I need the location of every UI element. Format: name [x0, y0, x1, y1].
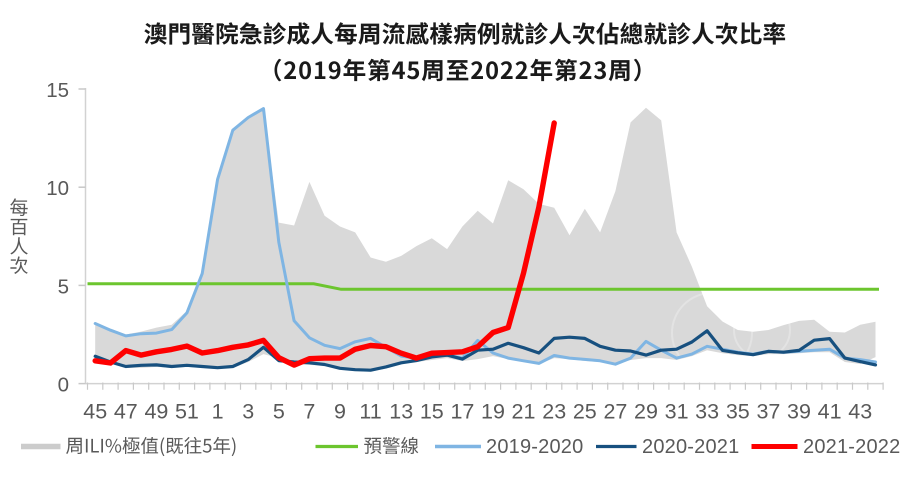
svg-text:49: 49: [144, 400, 168, 424]
svg-text:47: 47: [114, 400, 138, 424]
svg-text:37: 37: [756, 400, 780, 424]
svg-text:9: 9: [334, 400, 346, 424]
svg-text:2019-2020: 2019-2020: [486, 436, 583, 458]
svg-text:5: 5: [273, 400, 285, 424]
svg-text:27: 27: [603, 400, 627, 424]
svg-text:29: 29: [634, 400, 658, 424]
svg-text:25: 25: [573, 400, 597, 424]
svg-text:15: 15: [420, 400, 444, 424]
svg-text:31: 31: [665, 400, 689, 424]
svg-text:1: 1: [212, 400, 224, 424]
svg-text:19: 19: [481, 400, 505, 424]
svg-text:2020-2021: 2020-2021: [642, 436, 739, 458]
svg-text:43: 43: [848, 400, 872, 424]
svg-text:41: 41: [818, 400, 842, 424]
svg-text:17: 17: [450, 400, 474, 424]
svg-text:33: 33: [695, 400, 719, 424]
svg-text:10: 10: [46, 177, 69, 200]
svg-text:21: 21: [512, 400, 536, 424]
svg-text:5: 5: [58, 275, 69, 298]
svg-text:11: 11: [359, 400, 381, 424]
svg-text:45: 45: [83, 400, 107, 424]
svg-text:2021-2022: 2021-2022: [803, 436, 900, 458]
svg-text:13: 13: [389, 400, 413, 424]
svg-text:7: 7: [303, 400, 315, 424]
svg-text:15: 15: [46, 79, 69, 102]
svg-text:39: 39: [787, 400, 811, 424]
svg-text:35: 35: [726, 400, 750, 424]
svg-text:51: 51: [175, 400, 199, 424]
svg-text:23: 23: [542, 400, 566, 424]
svg-text:3: 3: [242, 400, 254, 424]
svg-text:0: 0: [58, 374, 69, 397]
